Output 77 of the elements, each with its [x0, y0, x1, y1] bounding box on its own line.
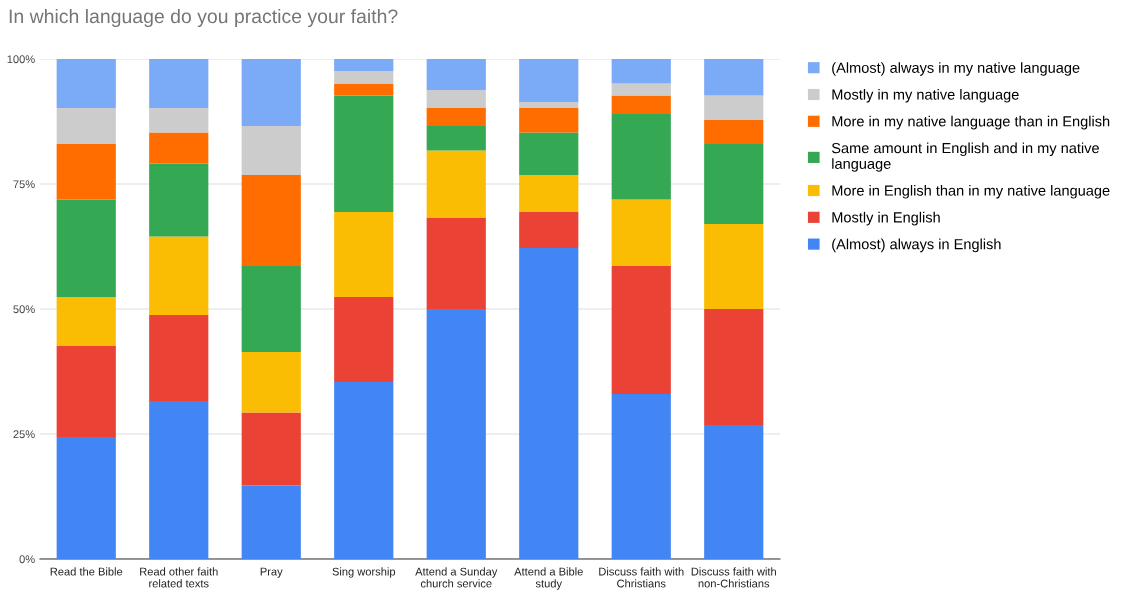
bar	[334, 382, 394, 559]
bar	[611, 114, 671, 200]
bar	[56, 437, 116, 559]
bar	[519, 108, 579, 133]
bar	[519, 175, 579, 212]
legend-label: (Almost) always in English	[832, 238, 1001, 253]
bar	[426, 108, 486, 126]
bar	[704, 120, 764, 144]
bar	[241, 412, 301, 486]
bar	[149, 163, 209, 237]
bar	[519, 212, 579, 248]
y-tick-label: 100%	[7, 55, 35, 64]
bar	[426, 59, 486, 90]
bar	[241, 266, 301, 352]
bar	[334, 71, 394, 84]
bar	[56, 59, 116, 108]
bar	[426, 150, 486, 218]
bar	[241, 485, 301, 559]
y-tick-label: 25%	[13, 430, 35, 439]
x-tick-label: Read the Bible	[50, 567, 123, 576]
x-tick-label: Discuss faith with Christians	[599, 567, 684, 588]
bar	[611, 266, 671, 394]
bar	[56, 297, 116, 346]
bar	[241, 126, 301, 175]
x-tick-label: Sing worship	[332, 567, 396, 578]
bar	[241, 352, 301, 413]
bar	[149, 315, 209, 401]
bar	[704, 59, 764, 96]
bar	[56, 108, 116, 144]
x-tick-label: Discuss faith with non-Christians	[691, 567, 776, 588]
x-tick-label: Read other faith related texts	[140, 567, 218, 588]
bar	[334, 95, 394, 212]
legend-label: (Almost) always in my native language	[832, 62, 1080, 76]
chart-title: In which language do you practice your faith?	[9, 8, 398, 28]
bar	[519, 248, 579, 559]
bar	[704, 95, 764, 120]
legend-label: Mostly in my native language	[832, 89, 1019, 103]
bar	[704, 224, 764, 309]
bar	[149, 108, 209, 133]
bar	[611, 394, 671, 559]
x-tick-label: Attend a Sunday church service	[415, 567, 498, 588]
bar	[426, 126, 486, 151]
bar	[149, 236, 209, 315]
bar	[704, 425, 764, 559]
bar	[56, 199, 116, 297]
y-tick-label: 0%	[19, 555, 35, 564]
bar	[704, 144, 764, 224]
y-tick-label: 50%	[13, 305, 35, 314]
bar	[241, 175, 301, 266]
legend-label: Mostly in English	[832, 211, 940, 226]
bar	[334, 297, 394, 382]
bar	[519, 102, 579, 108]
bar	[611, 95, 671, 114]
legend-label: More in English than in my native language	[832, 185, 1110, 199]
bar	[704, 309, 764, 425]
bar	[426, 217, 486, 309]
bar	[519, 132, 579, 175]
bar	[611, 83, 671, 96]
bar	[149, 401, 209, 559]
bar	[56, 345, 116, 437]
bar	[334, 212, 394, 297]
bar	[149, 59, 209, 108]
bar	[334, 59, 394, 71]
y-tick-label: 75%	[13, 180, 35, 189]
bar	[56, 144, 116, 200]
bar	[426, 309, 486, 559]
legend-label: More in my native language than in English	[832, 115, 1110, 130]
bar	[241, 59, 301, 126]
bar	[149, 132, 209, 164]
x-tick-label: Attend a Bible study	[514, 567, 583, 590]
bar	[426, 90, 486, 108]
bar	[611, 59, 671, 84]
x-tick-label: Pray	[260, 567, 283, 578]
bar	[611, 199, 671, 266]
legend-label: Same amount in English and in my native language	[831, 142, 1099, 172]
bar	[334, 83, 394, 96]
bar	[519, 59, 579, 102]
